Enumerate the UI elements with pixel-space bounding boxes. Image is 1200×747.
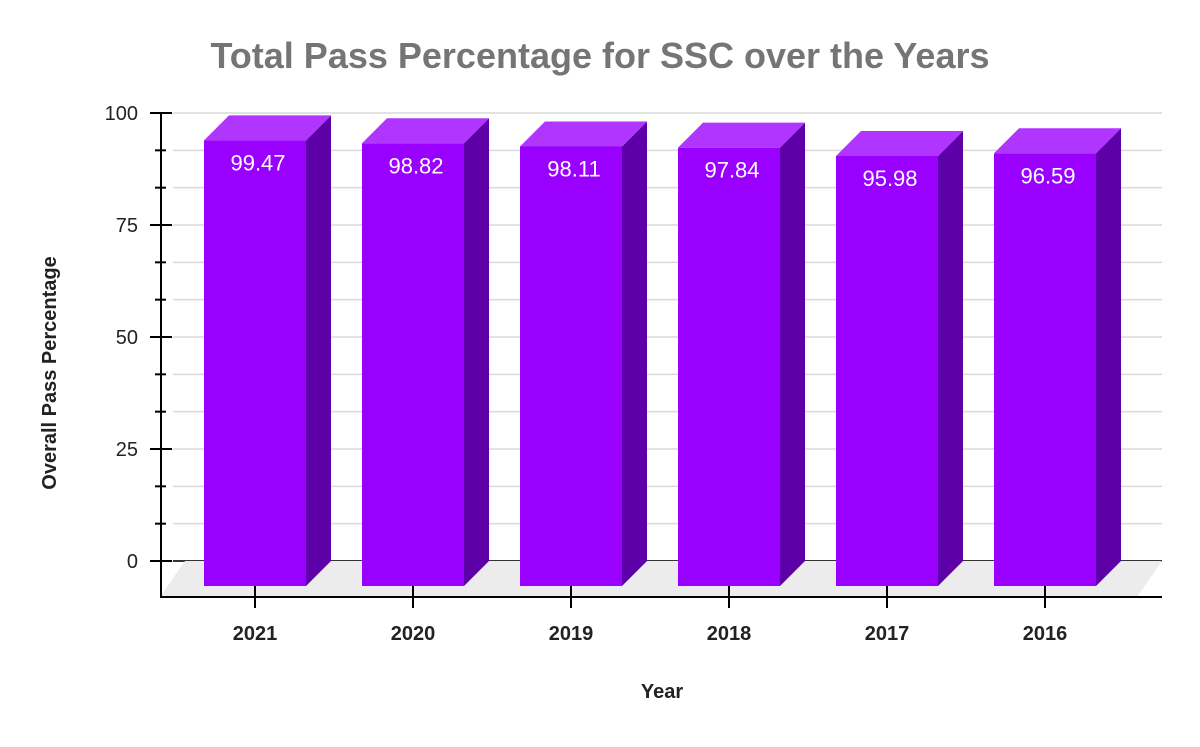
bar-side	[1096, 128, 1121, 586]
bar-top	[204, 115, 331, 141]
bar-2016: 96.59	[994, 128, 1121, 586]
bar-side	[622, 121, 647, 587]
bar-top	[678, 122, 805, 148]
y-tick-label: 0	[127, 551, 138, 573]
data-label: 98.11	[547, 156, 600, 181]
bar	[836, 156, 938, 587]
bar-top	[520, 121, 647, 147]
bar-top	[836, 131, 963, 157]
bar-side	[306, 115, 331, 587]
bar-top	[362, 118, 489, 144]
x-tick-label: 2017	[865, 623, 910, 645]
data-label: 96.59	[1020, 163, 1075, 188]
bar	[994, 153, 1096, 586]
y-tick-label: 50	[116, 327, 138, 349]
y-axis-label: Overall Pass Percentage	[39, 256, 61, 489]
bar-2018: 97.84	[678, 122, 805, 586]
y-axis: 0 25 50 75 100	[105, 103, 172, 597]
x-tick-label: 2020	[391, 623, 436, 645]
bar	[678, 147, 780, 586]
data-label: 95.98	[862, 166, 917, 191]
bar-side	[780, 122, 805, 586]
y-tick-label: 25	[116, 439, 138, 461]
y-tick-label: 100	[105, 103, 138, 125]
bars: 99.47 98.82 98.11 97.84 95.98 96.59	[204, 115, 1121, 587]
bar	[362, 143, 464, 586]
x-axis-label: Year	[641, 681, 683, 703]
bar-2021: 99.47	[204, 115, 331, 587]
x-tick-label: 2021	[233, 623, 278, 645]
data-label: 97.84	[704, 158, 759, 183]
bar-2019: 98.11	[520, 121, 647, 587]
x-tick-label: 2019	[549, 623, 594, 645]
bar-2017: 95.98	[836, 131, 963, 587]
x-tick-label: 2016	[1023, 623, 1068, 645]
y-tick-label: 75	[116, 215, 138, 237]
bar-2020: 98.82	[362, 118, 489, 586]
bar-side	[938, 131, 963, 587]
data-label: 99.47	[230, 150, 285, 175]
bar-side	[464, 118, 489, 586]
x-axis: 2021 2020 2019 2018 2017 2016	[160, 586, 1162, 645]
bar-top	[994, 128, 1121, 154]
data-label: 98.82	[388, 153, 443, 178]
x-tick-label: 2018	[707, 623, 752, 645]
bar	[520, 146, 622, 586]
chart-title: Total Pass Percentage for SSC over the Y…	[210, 35, 989, 76]
bar	[204, 140, 306, 587]
